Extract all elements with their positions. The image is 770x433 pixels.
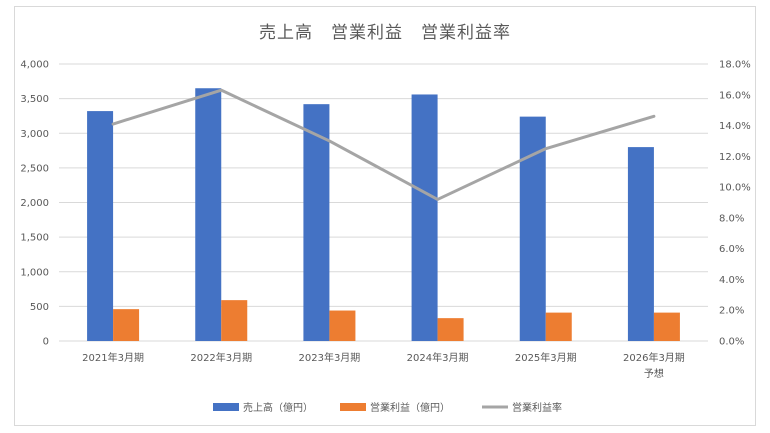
x-tick-label: 2021年3月期 (82, 351, 144, 364)
y-left-tick-label: 500 (30, 302, 49, 313)
x-tick-label: 2023年3月期 (299, 351, 361, 364)
bar-sales (303, 104, 330, 341)
bar-operating-profit (329, 310, 356, 341)
bar-operating-profit (221, 300, 248, 341)
y-right-tick-label: 10.0% (719, 183, 751, 194)
y-left-tick-label: 4,000 (20, 60, 49, 71)
x-tick-label: 2025年3月期 (515, 351, 577, 364)
y-left-tick-label: 2,000 (20, 198, 49, 209)
y-left-tick-label: 0 (43, 337, 49, 348)
bar-sales (87, 111, 114, 341)
y-right-tick-label: 6.0% (719, 244, 744, 255)
bar-operating-profit (653, 312, 680, 341)
chart-title: 売上高 営業利益 営業利益率 (259, 23, 511, 43)
legend-swatch (340, 403, 366, 411)
y-left-tick-label: 3,000 (20, 129, 49, 140)
y-right-tick-label: 18.0% (719, 60, 751, 71)
legend-label: 営業利益率 (512, 401, 562, 414)
bar-sales (195, 88, 222, 341)
y-right-tick-label: 0.0% (719, 337, 744, 348)
bar-operating-profit (437, 318, 464, 341)
bar-sales (411, 94, 438, 341)
y-right-tick-label: 12.0% (719, 152, 751, 163)
bar-operating-profit (545, 312, 572, 341)
y-left-tick-label: 1,500 (20, 233, 49, 244)
x-tick-label: 2022年3月期 (190, 351, 252, 364)
legend-label: 売上高（億円） (243, 401, 313, 414)
bar-operating-profit (113, 309, 140, 341)
line-operating-margin (111, 88, 656, 201)
bar-sales (627, 147, 654, 341)
y-right-tick-label: 14.0% (719, 121, 751, 132)
y-left-tick-label: 1,000 (20, 267, 49, 278)
x-tick-label: 予想 (644, 367, 664, 380)
y-right-tick-label: 2.0% (719, 306, 744, 317)
y-left-tick-label: 2,500 (20, 163, 49, 174)
legend-label: 営業利益（億円） (370, 401, 450, 414)
y-right-tick-label: 16.0% (719, 90, 751, 101)
x-tick-label: 2026年3月期 (623, 351, 685, 364)
y-right-tick-label: 8.0% (719, 213, 744, 224)
y-right-tick-label: 4.0% (719, 275, 744, 286)
x-tick-label: 2024年3月期 (407, 351, 469, 364)
y-left-tick-label: 3,500 (20, 94, 49, 105)
legend-swatch (213, 403, 239, 411)
